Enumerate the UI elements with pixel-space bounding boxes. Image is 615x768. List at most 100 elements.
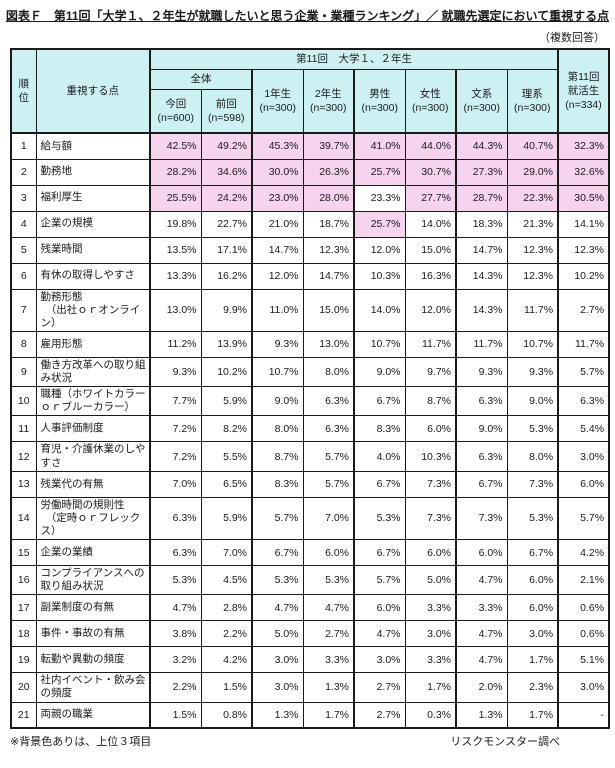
value-cell: 25.7%: [353, 210, 406, 238]
column-header-humanities: 文系 (n=300): [455, 68, 508, 134]
value-cell: 6.0%: [455, 539, 508, 566]
value-cell: 7.0%: [200, 539, 253, 566]
rank-cell: 10: [10, 386, 37, 417]
value-cell: 14.3%: [455, 288, 508, 332]
value-cell: 6.7%: [506, 539, 559, 566]
value-cell: 14.0%: [404, 210, 457, 238]
value-cell: 4.7%: [353, 620, 406, 648]
item-cell: 残業時間: [35, 236, 151, 264]
value-cell: 4.7%: [455, 620, 508, 648]
overall-header: 全体: [149, 68, 253, 90]
value-cell: 6.7%: [251, 539, 304, 566]
table-row: 5 残業時間 13.5% 17.1% 14.7% 12.3% 12.0% 15.0% 14.7%…: [10, 236, 610, 264]
value-cell: 2.7%: [557, 288, 610, 332]
column-header-sciences: 理系 (n=300): [506, 68, 559, 134]
value-cell: 1.7%: [506, 701, 559, 729]
rank-cell: 17: [10, 594, 37, 622]
value-cell: 12.0%: [251, 262, 304, 290]
value-cell: 5.9%: [200, 386, 253, 417]
value-cell: 9.0%: [455, 415, 508, 443]
value-cell: 6.3%: [455, 386, 508, 417]
value-cell: 8.0%: [506, 441, 559, 472]
value-cell: 18.3%: [455, 210, 508, 238]
value-cell: 4.7%: [149, 594, 202, 622]
value-cell: 6.0%: [404, 415, 457, 443]
value-cell: 6.3%: [455, 441, 508, 472]
value-cell: 23.3%: [353, 184, 406, 212]
value-cell: 7.3%: [404, 496, 457, 541]
item-cell: 雇用形態: [35, 330, 151, 358]
item-cell: 転勤や異動の頻度: [35, 646, 151, 674]
table-header: 順位 重視する点 第11回 大学１、２年生 第11回 就活生 (n=334) 全…: [10, 48, 610, 134]
column-header-current: 今回 (n=600): [149, 88, 202, 134]
table-row: 10 職種（ホワイトカラーｏｒブルーカラー） 7.7% 5.9% 9.0% 6.3% 6.7…: [10, 386, 610, 417]
value-cell: 5.5%: [200, 441, 253, 472]
value-cell: 8.0%: [302, 356, 355, 388]
value-cell: 6.3%: [149, 496, 202, 541]
value-cell: 6.0%: [404, 539, 457, 566]
value-cell: 1.7%: [302, 701, 355, 729]
value-cell: 25.5%: [149, 184, 202, 212]
item-cell: 両親の職業: [35, 701, 151, 729]
value-cell: 42.5%: [149, 132, 202, 160]
value-cell: 49.2%: [200, 132, 253, 160]
value-cell: 3.0%: [353, 646, 406, 674]
value-cell: 18.7%: [302, 210, 355, 238]
value-cell: 9.0%: [251, 386, 304, 417]
value-cell: 10.3%: [404, 441, 457, 472]
value-cell: 34.6%: [200, 158, 253, 186]
table-row: 20 社内イベント・飲み会の頻度 2.2% 1.5% 3.0% 1.3% 2.7% 1.7% 2…: [10, 672, 610, 703]
value-cell: 7.3%: [404, 470, 457, 498]
value-cell: 11.7%: [506, 288, 559, 332]
value-cell: 44.3%: [455, 132, 508, 160]
value-cell: 5.0%: [251, 620, 304, 648]
value-cell: 5.0%: [404, 564, 457, 596]
jobhunter-header-line2: 就活生: [567, 84, 600, 97]
table-row: 9 働き方改革への取り組み状況 9.3% 10.2% 10.7% 8.0% 9.0% 9.7%…: [10, 356, 610, 388]
value-cell: 7.3%: [455, 496, 508, 541]
item-cell: 勤務形態 （出社ｏｒオンライン）: [35, 288, 151, 332]
value-cell: 27.3%: [455, 158, 508, 186]
source-credit: リスクモンスター調べ: [450, 736, 560, 748]
value-cell: 12.0%: [353, 236, 406, 264]
value-cell: 10.2%: [557, 262, 610, 290]
value-cell: 11.2%: [149, 330, 202, 358]
value-cell: 5.7%: [302, 441, 355, 472]
value-cell: 27.7%: [404, 184, 457, 212]
rank-cell: 4: [10, 210, 37, 238]
value-cell: 8.3%: [251, 470, 304, 498]
table-body: 1 給与額 42.5% 49.2% 45.3% 39.7% 41.0% 44.0% 44.3% 4…: [10, 132, 610, 729]
value-cell: 11.7%: [557, 330, 610, 358]
value-cell: 9.3%: [506, 356, 559, 388]
value-cell: 14.3%: [455, 262, 508, 290]
item-cell: 副業制度の有無: [35, 594, 151, 622]
rank-cell: 12: [10, 441, 37, 472]
rank-cell: 20: [10, 672, 37, 703]
item-cell: 残業代の有無: [35, 470, 151, 498]
rank-cell: 7: [10, 288, 37, 332]
table-row: 13 残業代の有無 7.0% 6.5% 8.3% 5.7% 6.7% 7.3% 6.7% 7.3%…: [10, 470, 610, 498]
value-cell: 5.7%: [302, 470, 355, 498]
column-header-female: 女性 (n=300): [404, 68, 457, 134]
table-row: 4 企業の規模 19.8% 22.7% 21.0% 18.7% 25.7% 14.0% 18.3…: [10, 210, 610, 238]
value-cell: 1.3%: [455, 701, 508, 729]
value-cell: 28.2%: [149, 158, 202, 186]
value-cell: 22.3%: [506, 184, 559, 212]
value-cell: 7.0%: [149, 470, 202, 498]
table-footer: ※背景色ありは、上位３項目 リスクモンスター調べ: [10, 733, 608, 749]
table-row: 12 育児・介護休業のしやすさ 7.2% 5.5% 8.7% 5.7% 4.0% 10.3% 6…: [10, 441, 610, 472]
value-cell: 3.3%: [404, 594, 457, 622]
value-cell: 25.7%: [353, 158, 406, 186]
table-row: 8 雇用形態 11.2% 13.9% 9.3% 13.0% 10.7% 11.7% 11.7% 1…: [10, 330, 610, 358]
value-cell: 15.0%: [404, 236, 457, 264]
value-cell: 5.7%: [557, 496, 610, 541]
item-cell: 社内イベント・飲み会の頻度: [35, 672, 151, 703]
value-cell: 11.7%: [404, 330, 457, 358]
table-row: 19 転勤や異動の頻度 3.2% 4.2% 3.0% 3.3% 3.0% 3.3% 4.7% 1.…: [10, 646, 610, 674]
value-cell: 28.0%: [302, 184, 355, 212]
item-cell: 給与額: [35, 132, 151, 160]
rank-cell: 6: [10, 262, 37, 290]
value-cell: 6.0%: [506, 594, 559, 622]
value-cell: 5.3%: [353, 496, 406, 541]
value-cell: 3.3%: [404, 646, 457, 674]
